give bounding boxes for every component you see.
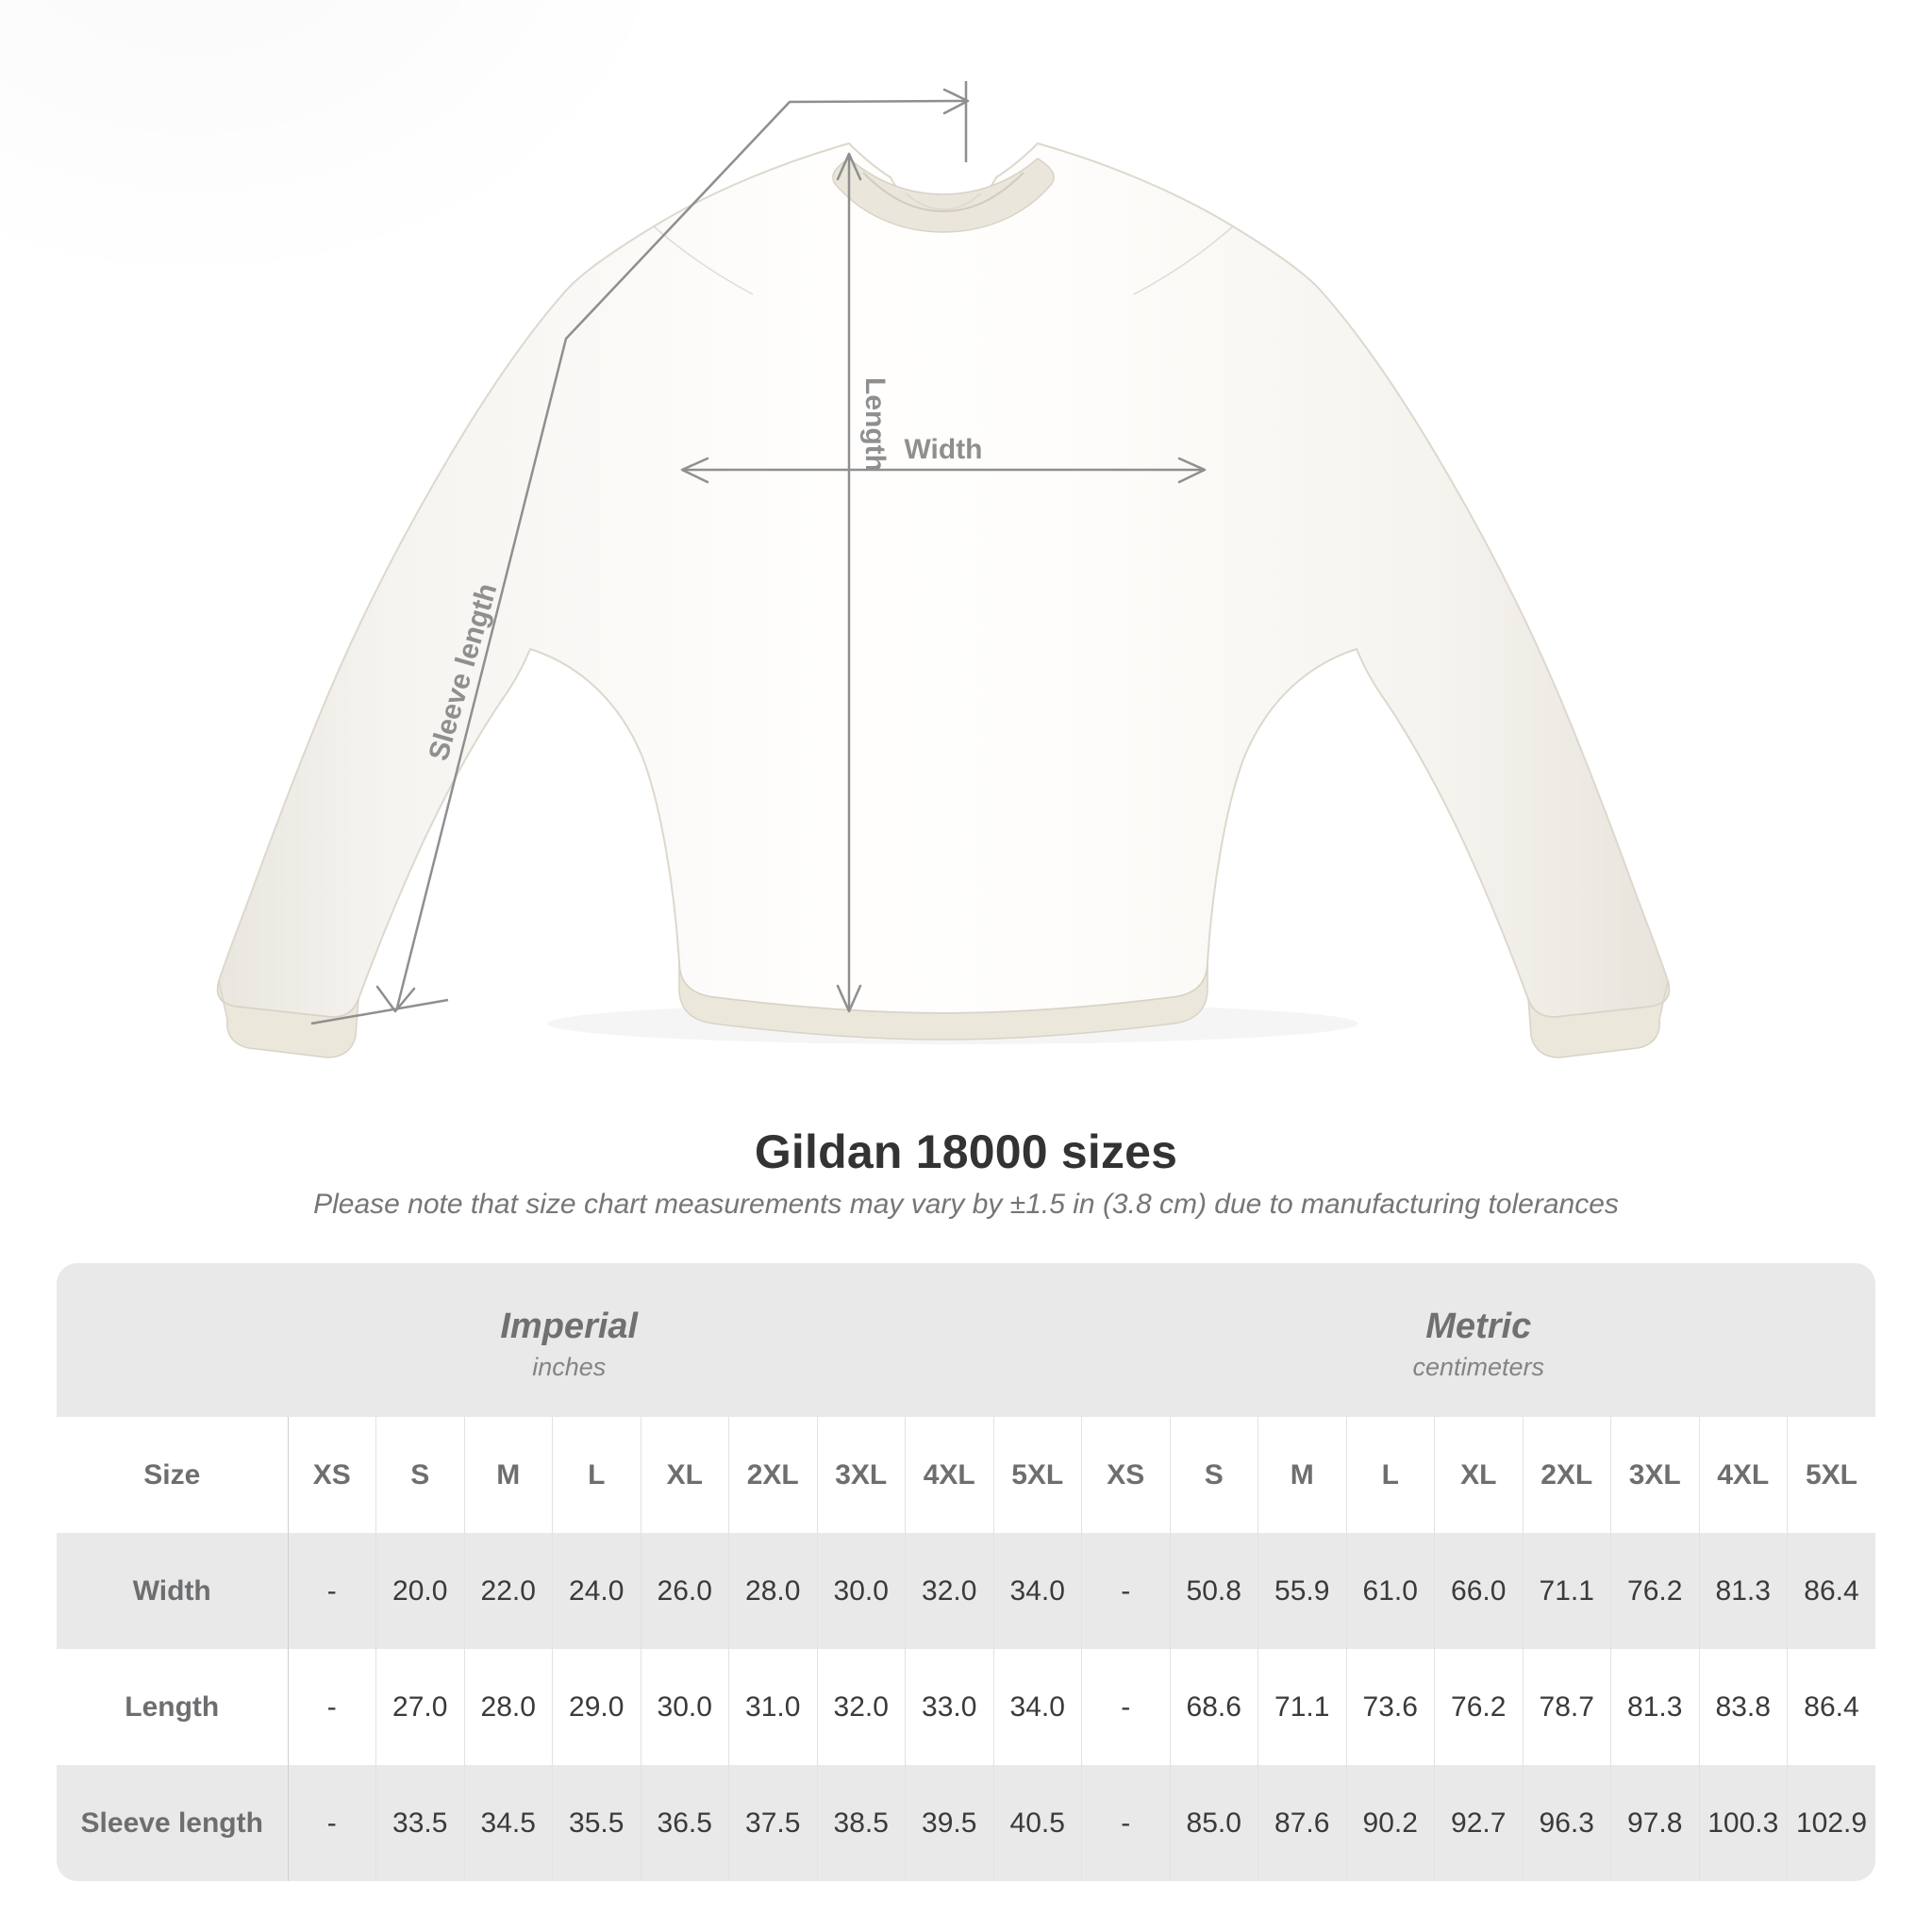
- svg-text:Length: Length: [859, 377, 891, 472]
- svg-text:Width: Width: [904, 434, 982, 465]
